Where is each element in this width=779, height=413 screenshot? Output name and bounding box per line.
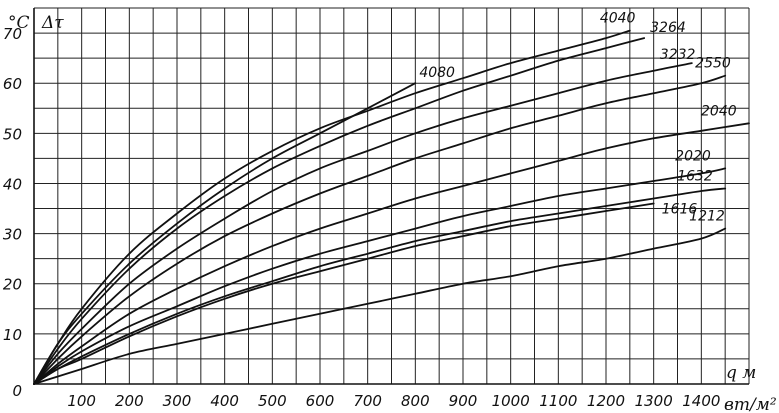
y-tick-label: 50 (3, 125, 22, 143)
x-tick-label: 800 (401, 392, 430, 410)
series-line-1616 (33, 202, 655, 385)
series-group (33, 29, 750, 385)
series-label-1616: 1616 (662, 202, 698, 218)
x-tick-label: 600 (306, 392, 335, 410)
x-axis-label: q м (726, 363, 756, 383)
y-tick-labels: 0 10 20 30 40 50 60 70 (3, 25, 22, 400)
series-line-4080 (33, 82, 417, 385)
x-tick-label: 1000 (492, 392, 530, 410)
y-tick-label: 30 (3, 226, 22, 244)
y-axis-label: Δτ (41, 13, 64, 33)
x-tick-label: 400 (210, 392, 239, 410)
x-tick-label: 1100 (539, 392, 577, 410)
x-tick-label: 100 (67, 392, 96, 410)
y-tick-label: 0 (12, 382, 22, 400)
series-line-2550 (33, 74, 727, 385)
x-axis-unit: вт/м² (724, 395, 777, 413)
series-label-4080: 4080 (419, 65, 455, 81)
x-tick-label: 500 (258, 392, 287, 410)
series-label-2550: 2550 (695, 56, 731, 72)
x-tick-labels: 100 200 300 400 500 600 700 800 900 1000 1100 1200 1… (67, 392, 720, 410)
series-line-1212 (33, 227, 727, 385)
x-tick-label: 900 (449, 392, 478, 410)
series-label-1632: 1632 (677, 168, 713, 184)
series-line-2020 (33, 167, 727, 385)
x-tick-label: 1300 (635, 392, 673, 410)
x-tick-label: 200 (115, 392, 144, 410)
series-line-2040 (33, 122, 750, 385)
series-label-4040: 4040 (600, 11, 636, 27)
x-tick-label: 700 (353, 392, 382, 410)
series-label-3232: 3232 (660, 47, 696, 63)
series-label-2020: 2020 (675, 148, 711, 164)
series-label-2040: 2040 (701, 103, 737, 119)
y-tick-label: 40 (3, 175, 22, 193)
series-line-4040 (33, 29, 631, 385)
axes (33, 8, 749, 385)
y-tick-label: 70 (3, 25, 22, 43)
series-line-1632 (33, 187, 727, 385)
y-axis-unit: °C (8, 13, 30, 33)
grid (34, 7, 750, 384)
series-line-3264 (33, 37, 645, 385)
y-tick-label: 60 (3, 75, 22, 93)
x-tick-label: 300 (163, 392, 192, 410)
series-label-3264: 3264 (650, 20, 686, 36)
series-line-3232 (33, 62, 693, 385)
y-tick-label: 20 (3, 276, 22, 294)
series-label-1212: 1212 (689, 209, 725, 225)
x-tick-label: 1200 (587, 392, 625, 410)
x-tick-label: 1400 (682, 392, 720, 410)
y-tick-label: 10 (3, 326, 22, 344)
